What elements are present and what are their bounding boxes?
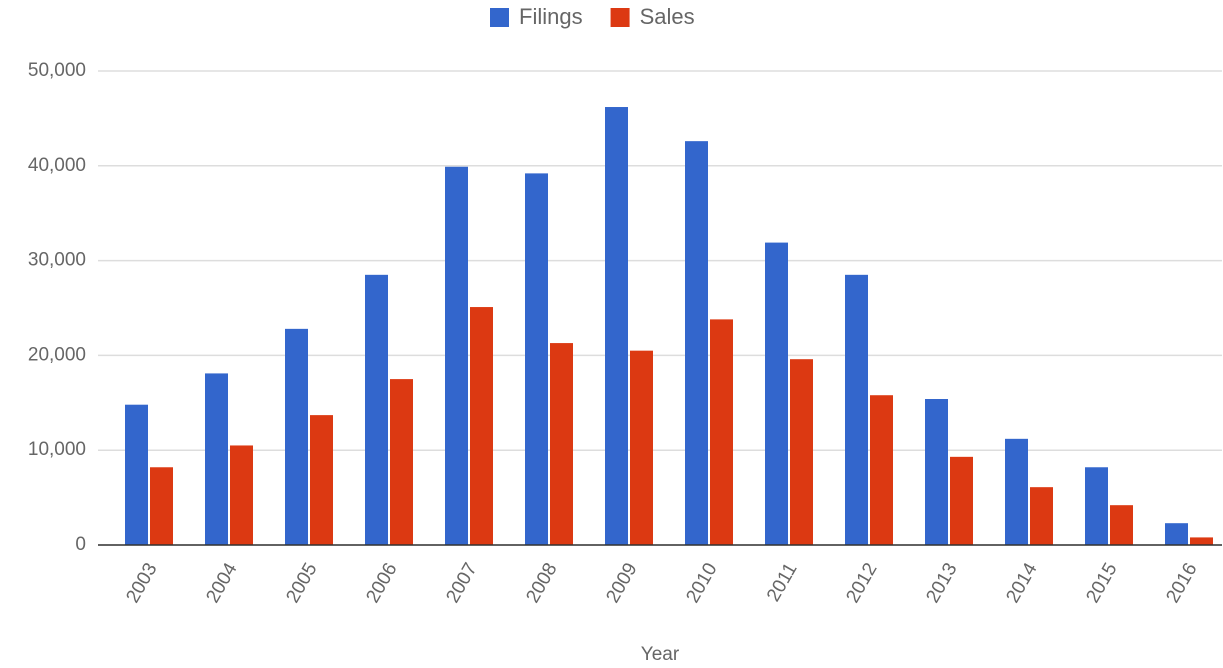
y-tick-label: 40,000 [28, 155, 86, 176]
bar [925, 399, 948, 545]
bar [1165, 523, 1188, 545]
bar [605, 107, 628, 546]
x-tick-label: 2004 [202, 559, 242, 606]
bar [205, 373, 228, 545]
bar [1030, 487, 1053, 545]
bar [365, 274, 388, 545]
x-tick-label: 2013 [922, 560, 961, 607]
bar [470, 307, 493, 545]
bar [765, 242, 788, 545]
bar [1005, 438, 1028, 545]
y-tick-label: 50,000 [28, 60, 86, 81]
bar [150, 467, 173, 545]
bar [630, 350, 653, 545]
y-tick-label: 30,000 [28, 250, 86, 271]
x-tick-label: 2005 [282, 560, 321, 607]
bar [950, 456, 973, 545]
legend-swatch [610, 8, 630, 27]
x-tick-label: 2016 [1162, 560, 1201, 607]
bar [125, 404, 148, 545]
x-tick-label: 2006 [362, 560, 401, 607]
x-tick-label: 2012 [842, 560, 881, 607]
bar [1110, 505, 1133, 545]
bar [310, 415, 333, 545]
bar [1190, 537, 1213, 545]
x-tick-label: 2015 [1082, 560, 1121, 607]
y-tick-label: 10,000 [28, 439, 86, 460]
y-tick-label: 20,000 [28, 344, 86, 365]
bar [230, 445, 253, 545]
bar [285, 328, 308, 545]
bar [390, 379, 413, 545]
y-tick-label: 0 [75, 534, 86, 555]
legend-label: Filings [519, 4, 583, 29]
legend-swatch [490, 8, 509, 27]
x-tick-label: 2009 [602, 560, 641, 607]
bar [550, 343, 573, 545]
legend-label: Sales [640, 4, 695, 29]
x-tick-label: 2010 [682, 560, 721, 607]
bar [685, 141, 708, 546]
bar [445, 166, 468, 546]
bar [870, 395, 893, 545]
x-tick-label: 2007 [442, 560, 481, 607]
x-tick-label: 2008 [522, 560, 561, 607]
x-axis-title: Year [641, 644, 680, 665]
x-tick-label: 2003 [122, 560, 161, 607]
bar [525, 173, 548, 545]
bar [845, 274, 868, 545]
bar [710, 319, 733, 545]
x-tick-label: 2011 [763, 560, 802, 606]
x-tick-label: 2014 [1002, 559, 1042, 606]
bar [1085, 467, 1108, 545]
bar [790, 359, 813, 545]
